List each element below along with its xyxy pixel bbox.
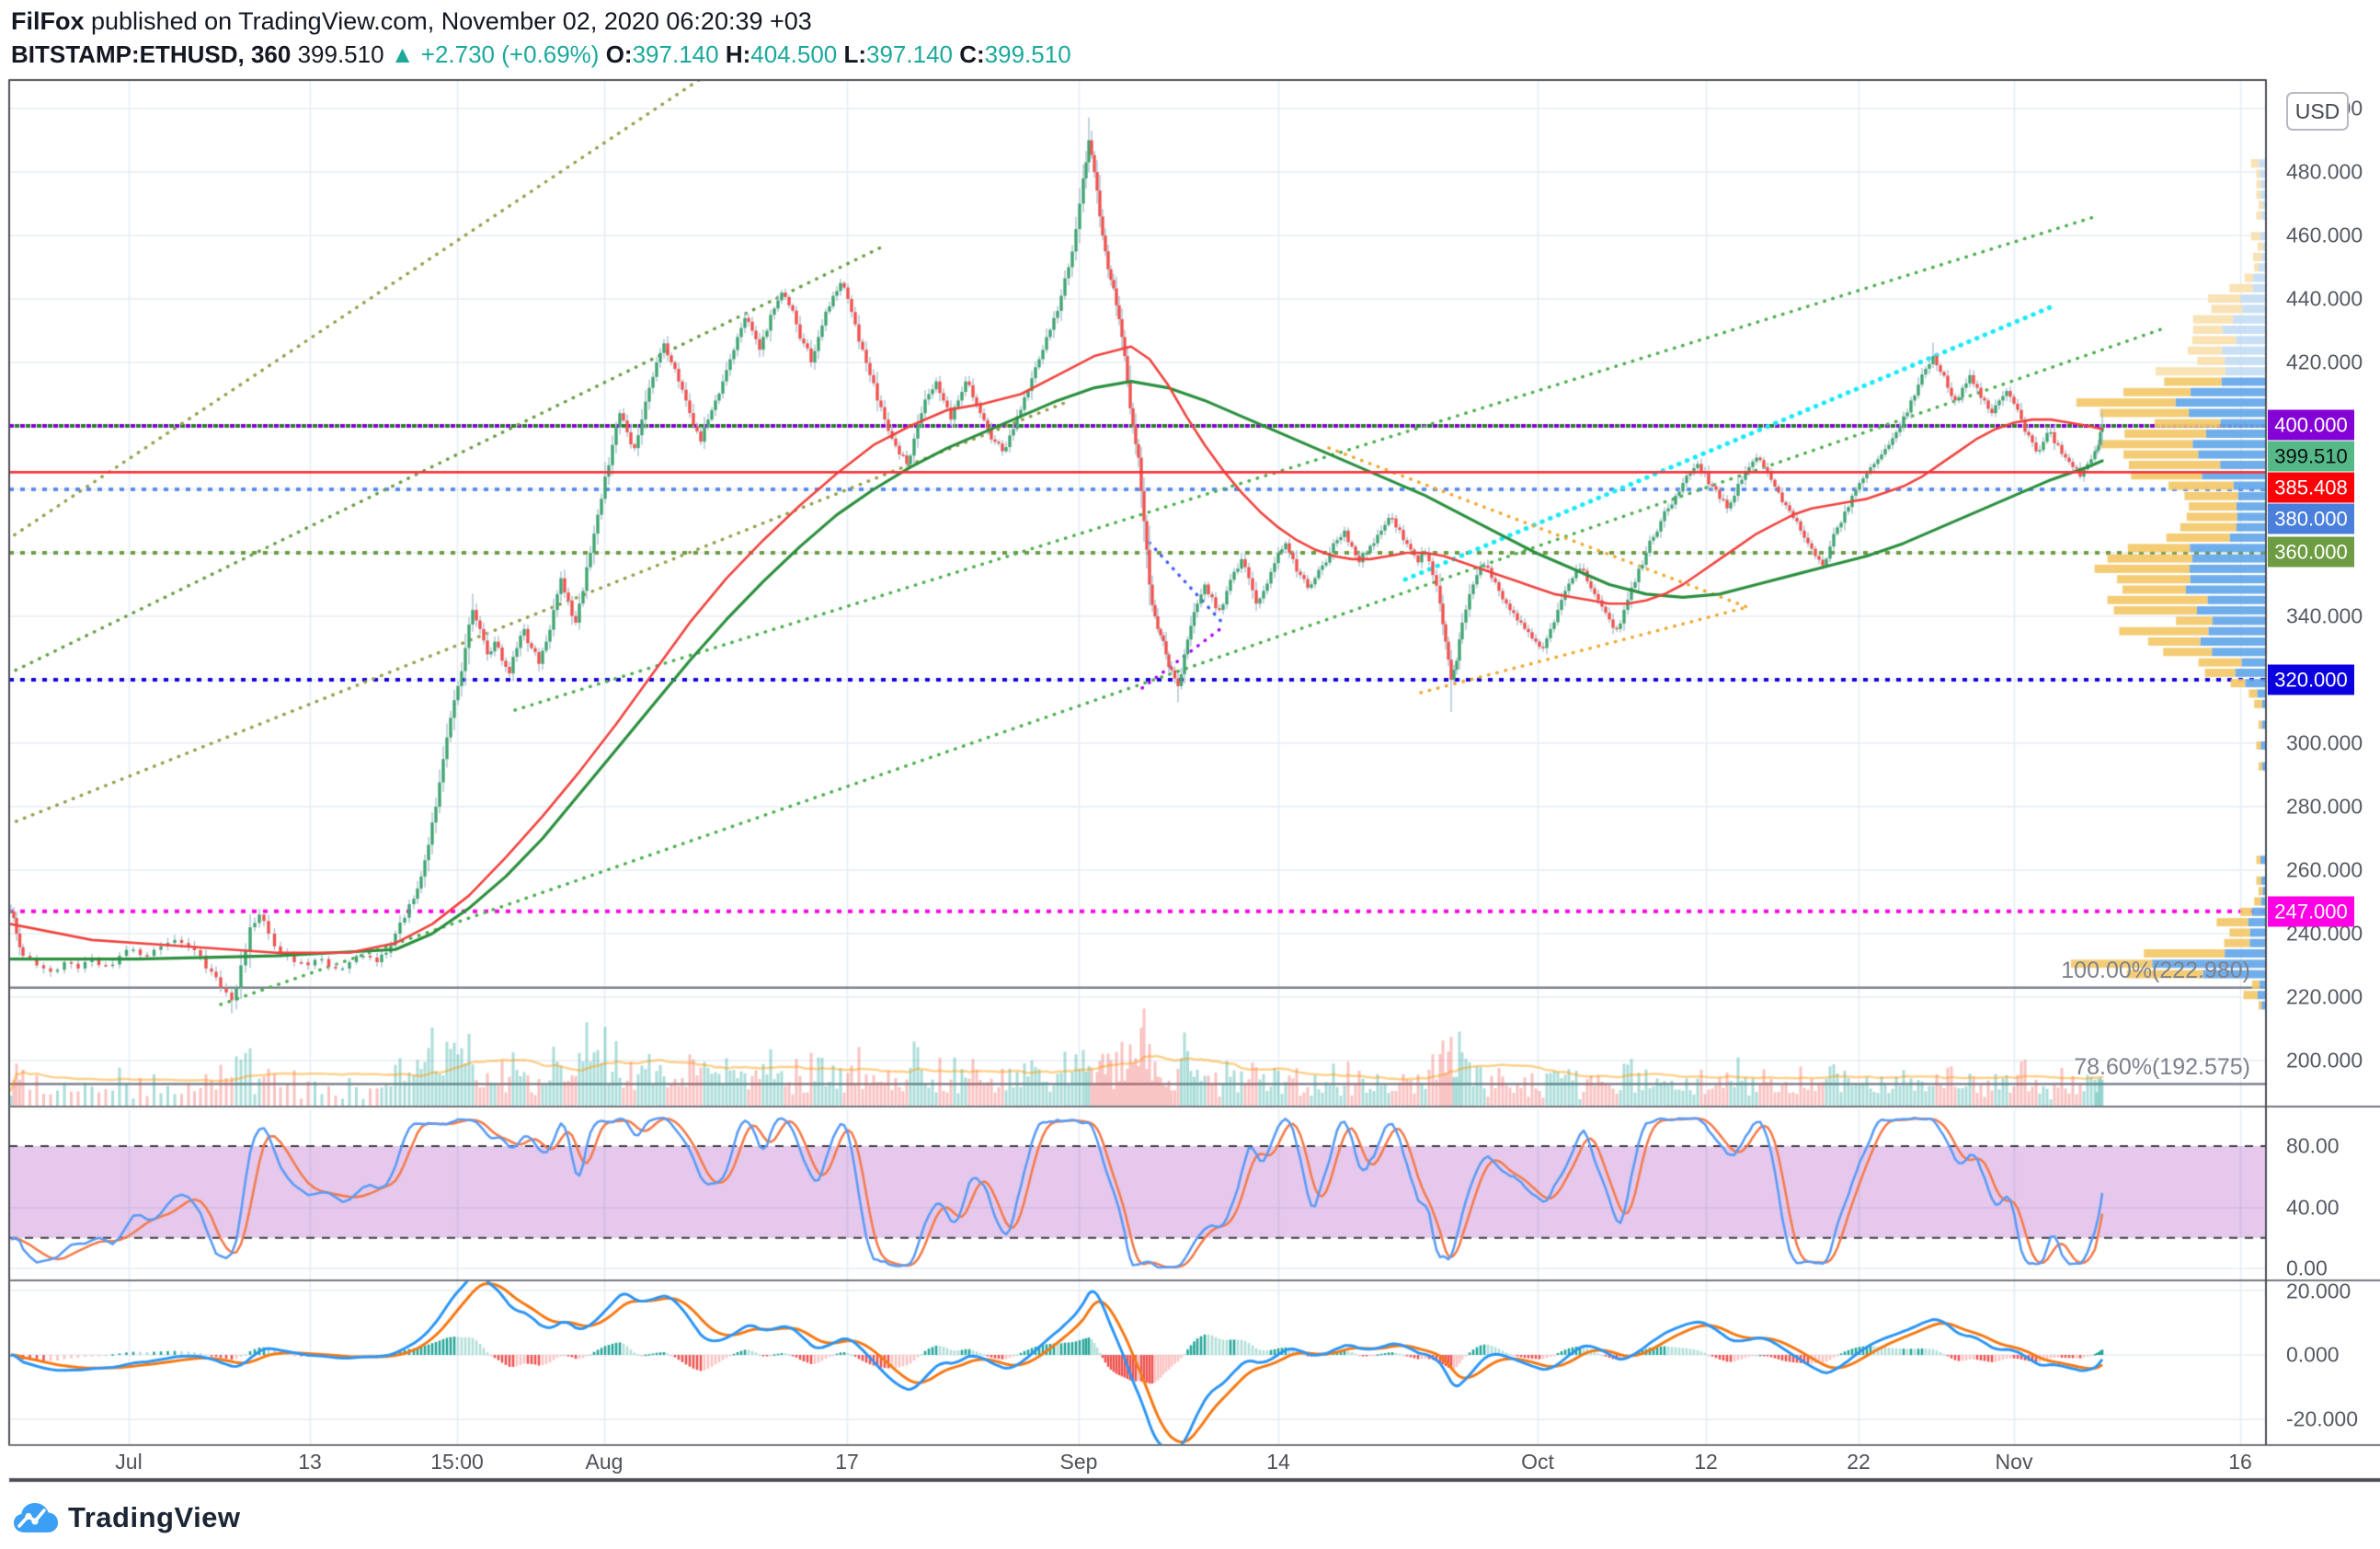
price-level-pill[interactable]: 247.000	[2268, 896, 2354, 927]
fib-label-78: 78.60%(192.575)	[2074, 1053, 2250, 1080]
price-axis-label: 420.000	[2286, 350, 2363, 374]
open-label: O:	[605, 40, 633, 68]
last-price: 399.510	[297, 40, 384, 68]
time-axis-label: 13	[298, 1450, 322, 1474]
time-axis-label: Sep	[1059, 1450, 1098, 1474]
price-change: +2.730 (+0.69%)	[420, 40, 600, 68]
time-axis-label: 16	[2228, 1450, 2252, 1474]
publish-info: published on TradingView.com, November 0…	[84, 7, 812, 35]
price-level-pill[interactable]: 399.510	[2268, 441, 2354, 472]
symbol-name: BITSTAMP:ETHUSD, 360	[11, 40, 292, 68]
currency-toggle-button[interactable]: USD	[2286, 92, 2349, 131]
high-value: 404.500	[750, 40, 838, 68]
price-level-pill[interactable]: 320.000	[2268, 664, 2354, 695]
price-axis-label: 220.000	[2286, 984, 2363, 1009]
high-label: H:	[725, 40, 751, 68]
time-axis-label: Aug	[585, 1450, 624, 1474]
indicator-axis-label: 20.000	[2286, 1279, 2351, 1303]
price-axis-label: 300.000	[2286, 730, 2363, 755]
indicator-axis-label: 80.00	[2286, 1133, 2340, 1158]
price-axis-label: 340.000	[2286, 603, 2363, 628]
fib-label-100: 100.00%(222.980)	[2061, 957, 2250, 983]
price-level-pill[interactable]: 380.000	[2268, 503, 2354, 534]
tradingview-cloud-icon	[14, 1503, 58, 1532]
time-axis-label: 14	[1266, 1450, 1290, 1474]
time-axis-label: 17	[835, 1450, 859, 1474]
indicator-axis-label: 0.00	[2286, 1256, 2328, 1280]
low-label: L:	[843, 40, 867, 68]
tradingview-logo-text: TradingView	[68, 1501, 241, 1533]
close-label: C:	[959, 40, 985, 68]
time-axis-label: 22	[1847, 1450, 1871, 1474]
indicator-axis-label: 40.00	[2286, 1195, 2340, 1220]
open-value: 397.140	[632, 40, 719, 68]
indicator-axis-label: 0.000	[2286, 1342, 2340, 1367]
tradingview-logo[interactable]: TradingView	[13, 1501, 241, 1534]
author-name: FilFox	[11, 7, 85, 35]
price-axis-label: 440.000	[2286, 286, 2363, 311]
price-axis-label: 480.000	[2286, 159, 2363, 184]
price-level-pill[interactable]: 400.000	[2268, 409, 2354, 441]
time-axis-label: 15:00	[430, 1450, 484, 1474]
close-value: 399.510	[984, 40, 1071, 68]
low-value: 397.140	[866, 40, 953, 68]
time-axis-label: Oct	[1521, 1450, 1554, 1474]
price-axis-label: 260.000	[2286, 857, 2363, 882]
time-axis-label: 12	[1694, 1450, 1718, 1474]
price-level-pill[interactable]: 360.000	[2268, 536, 2354, 568]
time-axis-label: Jul	[115, 1450, 143, 1474]
symbol-header: BITSTAMP:ETHUSD, 360 399.510 ▲ +2.730 (+…	[11, 40, 1071, 69]
indicator-axis-label: -20.000	[2286, 1406, 2359, 1431]
price-axis-label: 460.000	[2286, 223, 2363, 247]
price-axis-label: 200.000	[2286, 1048, 2363, 1073]
price-level-pill[interactable]: 385.408	[2268, 472, 2354, 503]
time-axis-label: Nov	[1995, 1450, 2033, 1474]
price-axis-label: 280.000	[2286, 794, 2363, 819]
publish-header: FilFox published on TradingView.com, Nov…	[11, 7, 812, 36]
up-arrow-icon: ▲	[390, 40, 415, 68]
